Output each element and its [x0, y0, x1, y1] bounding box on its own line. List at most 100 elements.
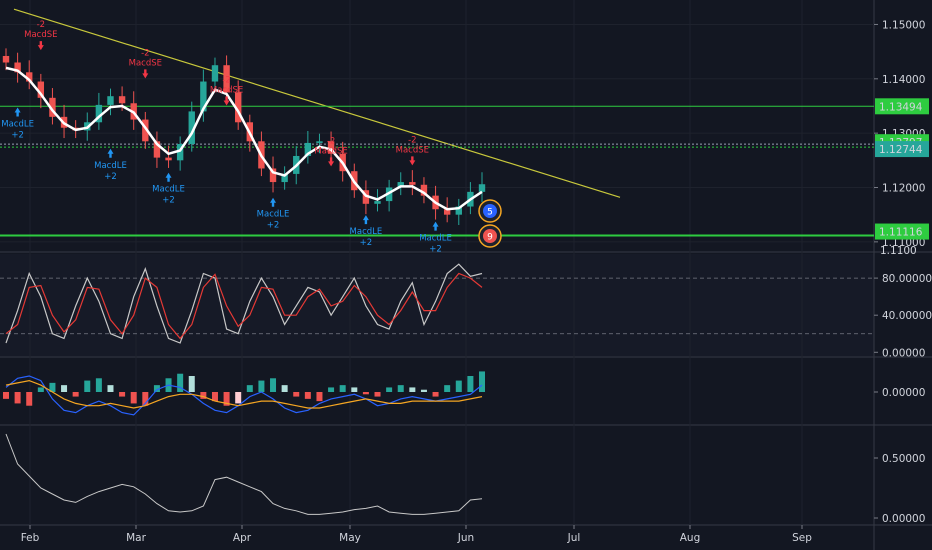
axis-tick-label: 40.00000 — [882, 310, 932, 322]
candle-body — [455, 206, 462, 215]
stochastic-k-line — [5, 263, 483, 344]
buy-signal-count: +2 — [360, 238, 373, 248]
trendline — [13, 8, 621, 198]
sell-signal-arrow — [409, 156, 416, 166]
candle-body — [397, 182, 404, 188]
sell-signal-label: MacdSE — [314, 146, 347, 156]
buy-signal-arrow — [14, 107, 21, 117]
macd-histogram-bar — [246, 385, 253, 392]
macd-histogram-bar — [200, 392, 207, 399]
time-axis-label: Apr — [233, 532, 252, 544]
sell-signal-count: -2 — [141, 48, 149, 58]
stochastic-pane[interactable] — [0, 263, 874, 344]
price-level-label-bg — [875, 141, 929, 158]
candle-body — [420, 184, 428, 196]
candle-body — [223, 65, 230, 93]
macd-histogram-bar — [455, 380, 462, 392]
macd-histogram-bar — [397, 385, 404, 392]
macd-histogram-bar — [362, 392, 369, 395]
time-axis-label: Feb — [21, 532, 40, 544]
macd-histogram-bar — [72, 392, 79, 397]
candle-body — [327, 141, 335, 154]
axis-tick-label: 0.50000 — [882, 453, 925, 465]
time-axis-label: Aug — [680, 532, 701, 544]
candle-body — [118, 96, 126, 104]
sell-signal-label: MacdSE — [24, 30, 57, 40]
axis-tick-label: 0.00000 — [882, 513, 925, 525]
macd-histogram-bar — [351, 387, 358, 392]
macd-histogram-bar — [211, 392, 218, 402]
macd-histogram-bar — [26, 392, 33, 406]
price-pane[interactable]: MacdLE+2MacdLE+2MacdLE+2MacdLE+2MacdLE+2… — [0, 8, 874, 255]
axis-tick-label: 0.00000 — [882, 347, 925, 359]
buy-signal-arrow — [432, 221, 439, 231]
candle-body — [176, 144, 184, 161]
macd-histogram-bar — [316, 392, 323, 402]
macd-histogram-bar — [258, 380, 265, 392]
macd-histogram-bar — [95, 378, 102, 392]
stochastic-d-line — [5, 272, 483, 340]
sell-signal-arrow — [223, 96, 230, 106]
candle-body — [478, 184, 486, 192]
price-level-label: 1.1100 — [880, 245, 917, 257]
time-axis-label: Mar — [126, 532, 146, 544]
candle-body — [14, 62, 21, 73]
macd-histogram-bar — [479, 371, 485, 392]
candle-body — [200, 81, 207, 112]
macd-histogram-bar — [153, 385, 160, 392]
sell-signal-count: -2 — [222, 76, 230, 86]
macd-histogram-bar — [304, 392, 311, 399]
candle-body — [235, 92, 242, 123]
macd-histogram-bar — [374, 392, 381, 397]
macd-histogram-bar — [281, 385, 288, 392]
candle-body — [153, 141, 161, 158]
macd-macd-line — [5, 375, 483, 416]
candle-body — [269, 168, 277, 183]
time-axis-label: Sep — [792, 532, 812, 544]
macd-histogram-bar — [61, 385, 68, 392]
macd-histogram-bar — [386, 387, 393, 392]
macd-pane[interactable] — [3, 371, 485, 416]
axis-tick-label: 80.00000 — [882, 273, 932, 285]
buy-signal-arrow — [362, 215, 369, 225]
lower-indicator-pane[interactable] — [5, 433, 483, 515]
axis-tick-label: 1.14000 — [882, 74, 925, 86]
buy-signal-arrow — [107, 148, 114, 158]
sell-signal-count: -2 — [408, 135, 416, 145]
axis-tick-label: 1.12000 — [882, 183, 925, 195]
sell-signal-count: -2 — [37, 20, 45, 30]
macd-histogram-bar — [49, 382, 56, 392]
buy-signal-label: MacdLE — [350, 227, 383, 237]
candle-body — [37, 81, 45, 98]
macd-histogram-bar — [223, 392, 230, 406]
macd-signal-line — [5, 379, 483, 409]
macd-histogram-bar — [37, 387, 44, 392]
time-axis[interactable]: Feb Mar Apr May Jun Jul Aug Sep — [21, 525, 813, 544]
buy-signal-arrow — [165, 172, 172, 182]
candle-body — [142, 119, 149, 142]
macd-histogram-bar — [188, 376, 195, 392]
sell-signal-arrow — [328, 157, 335, 167]
buy-signal-count: +2 — [429, 245, 442, 255]
event-badge-flag — [483, 204, 497, 218]
buy-signal-label: MacdLE — [419, 234, 452, 244]
sell-signal-label: MacdSE — [396, 145, 429, 155]
macd-histogram-bar — [3, 392, 9, 399]
macd-histogram-bar — [328, 387, 335, 392]
time-axis-label: Jul — [567, 532, 581, 544]
buy-signal-label: MacdLE — [152, 185, 185, 195]
candle-body — [188, 111, 195, 145]
price-level-label: 1.12744 — [879, 144, 923, 156]
axis-tick-label: 1.11000 — [882, 237, 925, 249]
candle-body — [2, 55, 10, 63]
macd-histogram-bar — [14, 392, 21, 404]
buy-signal-label: MacdLE — [94, 161, 127, 171]
candle-body — [409, 182, 416, 185]
macd-histogram-bar — [432, 392, 439, 397]
sell-signal-label: MacdSE — [210, 86, 243, 96]
buy-signal-label: MacdLE — [1, 120, 34, 130]
moving-average-line — [5, 66, 483, 211]
sell-signal-label: MacdSE — [129, 58, 162, 68]
price-axis[interactable]: 1.150001.140001.130001.120001.1100080.00… — [874, 19, 932, 525]
